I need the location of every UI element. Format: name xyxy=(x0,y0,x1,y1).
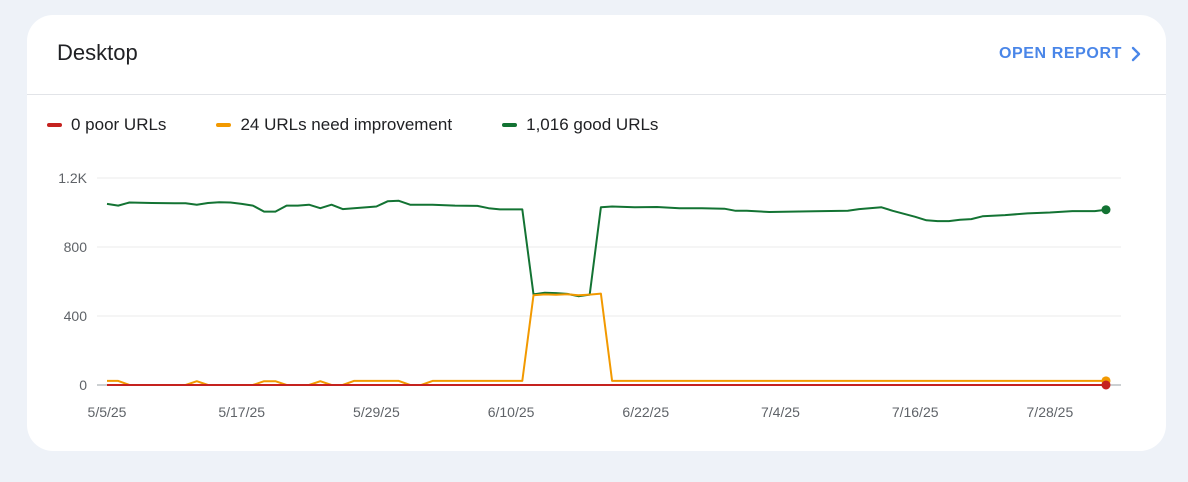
legend-swatch-needs-improvement xyxy=(216,123,232,127)
open-report-button[interactable]: OPEN REPORT xyxy=(999,45,1142,63)
legend-swatch-poor xyxy=(47,123,62,127)
x-tick-label-0: 5/5/25 xyxy=(88,404,127,420)
x-tick-label-2: 5/29/25 xyxy=(353,404,400,420)
chevron-right-icon xyxy=(1131,46,1141,62)
card-title: Desktop xyxy=(57,40,138,65)
x-tick-label-6: 7/16/25 xyxy=(892,404,939,420)
x-tick-label-7: 7/28/25 xyxy=(1027,404,1074,420)
x-tick-label-1: 5/17/25 xyxy=(218,404,265,420)
chart-legend: 0 poor URLs 24 URLs need improvement 1,0… xyxy=(47,115,708,135)
legend-item-poor[interactable]: 0 poor URLs xyxy=(47,115,166,135)
y-tick-label-2: 800 xyxy=(64,239,88,255)
legend-swatch-good xyxy=(502,123,518,127)
x-tick-label-5: 7/4/25 xyxy=(761,404,800,420)
card-header: Desktop OPEN REPORT xyxy=(27,15,1166,95)
desktop-card: Desktop OPEN REPORT 0 poor URLs 24 URLs … xyxy=(27,15,1166,451)
y-tick-label-0: 0 xyxy=(79,377,87,393)
legend-label-needs-improvement: 24 URLs need improvement xyxy=(240,115,453,134)
legend-item-needs-improvement[interactable]: 24 URLs need improvement xyxy=(216,115,452,135)
y-tick-label-1: 400 xyxy=(64,308,88,324)
legend-label-good: 1,016 good URLs xyxy=(526,115,659,134)
y-tick-label-3: 1.2K xyxy=(58,170,87,186)
legend-label-poor: 0 poor URLs xyxy=(71,115,167,134)
x-tick-label-3: 6/10/25 xyxy=(488,404,535,420)
legend-item-good[interactable]: 1,016 good URLs xyxy=(502,115,658,135)
series-endpoint-poor xyxy=(1101,380,1111,390)
series-line-needs-improvement xyxy=(107,292,1106,386)
series-endpoint-good xyxy=(1101,205,1111,215)
open-report-label: OPEN REPORT xyxy=(998,45,1122,62)
series-line-good xyxy=(106,199,1107,298)
x-tick-label-4: 6/22/25 xyxy=(622,404,669,420)
url-status-line-chart: 0 400 800 1.2K 5/5/25 5/17/25 5/29/25 6/10/25 6/… xyxy=(58,170,1121,420)
